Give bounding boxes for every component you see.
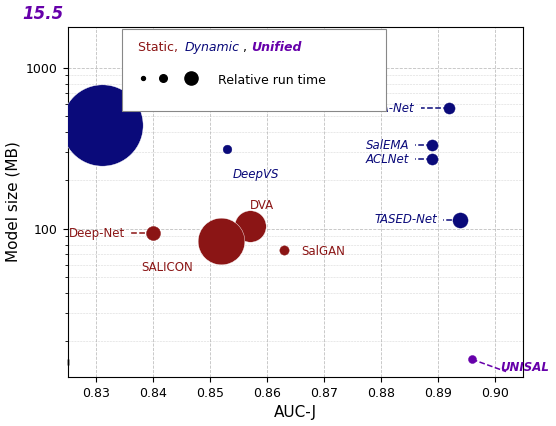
- Text: DeepVS: DeepVS: [233, 168, 279, 181]
- Text: Relative run time: Relative run time: [218, 74, 326, 87]
- Text: SalGAN: SalGAN: [301, 245, 345, 259]
- Text: 15.5: 15.5: [22, 6, 63, 23]
- Text: TASED-Net: TASED-Net: [375, 213, 438, 226]
- Point: [456, 216, 465, 223]
- Text: ACLNet: ACLNet: [366, 153, 409, 166]
- Text: SalEMA: SalEMA: [366, 139, 409, 152]
- Text: DVA: DVA: [250, 199, 274, 212]
- Text: Two-stream: Two-stream: [102, 93, 171, 106]
- Point: [103, 103, 112, 109]
- Point: [148, 230, 157, 237]
- Text: Dynamic: Dynamic: [185, 41, 240, 54]
- Point: [97, 122, 106, 129]
- Text: UNISAL: UNISAL: [500, 361, 549, 374]
- Text: SALICON: SALICON: [141, 261, 193, 274]
- Text: Shallow-Net: Shallow-Net: [142, 100, 212, 112]
- Y-axis label: Model size (MB): Model size (MB): [6, 141, 21, 262]
- Point: [245, 223, 254, 230]
- FancyBboxPatch shape: [122, 29, 386, 111]
- Point: [222, 145, 231, 152]
- Text: STRA-Net: STRA-Net: [359, 102, 415, 115]
- Text: ,: ,: [243, 41, 251, 54]
- Point: [428, 142, 436, 149]
- Point: [217, 238, 226, 245]
- Point: [280, 247, 289, 253]
- Point: [468, 356, 476, 363]
- X-axis label: AUC-J: AUC-J: [274, 406, 317, 420]
- Text: Deep-Net: Deep-Net: [68, 227, 125, 240]
- Point: [445, 105, 454, 112]
- Text: Unified: Unified: [251, 41, 302, 54]
- Text: Static,: Static,: [138, 41, 182, 54]
- Point: [428, 156, 436, 163]
